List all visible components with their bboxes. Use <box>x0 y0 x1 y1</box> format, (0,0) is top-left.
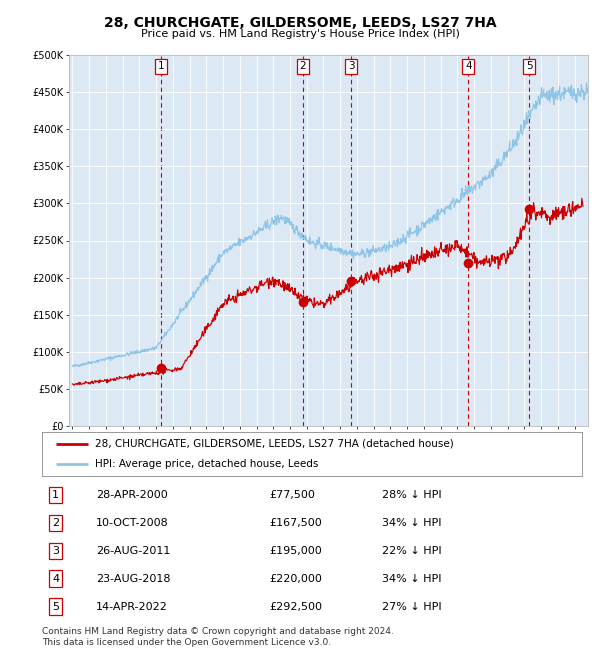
Text: 34% ↓ HPI: 34% ↓ HPI <box>382 518 442 528</box>
Text: HPI: Average price, detached house, Leeds: HPI: Average price, detached house, Leed… <box>95 459 318 469</box>
Text: £292,500: £292,500 <box>269 602 322 612</box>
Text: 14-APR-2022: 14-APR-2022 <box>96 602 168 612</box>
Text: 28, CHURCHGATE, GILDERSOME, LEEDS, LS27 7HA (detached house): 28, CHURCHGATE, GILDERSOME, LEEDS, LS27 … <box>95 439 454 448</box>
Text: 4: 4 <box>465 61 472 72</box>
Text: 2: 2 <box>52 518 59 528</box>
Text: £195,000: £195,000 <box>269 546 322 556</box>
Text: Contains HM Land Registry data © Crown copyright and database right 2024.
This d: Contains HM Land Registry data © Crown c… <box>42 627 394 647</box>
Text: 4: 4 <box>52 574 59 584</box>
Text: 1: 1 <box>158 61 165 72</box>
Text: 3: 3 <box>52 546 59 556</box>
Text: 3: 3 <box>348 61 355 72</box>
Text: Price paid vs. HM Land Registry's House Price Index (HPI): Price paid vs. HM Land Registry's House … <box>140 29 460 39</box>
Text: 10-OCT-2008: 10-OCT-2008 <box>96 518 169 528</box>
Text: 26-AUG-2011: 26-AUG-2011 <box>96 546 170 556</box>
Text: 1: 1 <box>52 490 59 500</box>
Text: 5: 5 <box>52 602 59 612</box>
Text: £220,000: £220,000 <box>269 574 322 584</box>
Text: 23-AUG-2018: 23-AUG-2018 <box>96 574 170 584</box>
Text: 27% ↓ HPI: 27% ↓ HPI <box>382 602 442 612</box>
Text: 28% ↓ HPI: 28% ↓ HPI <box>382 490 442 500</box>
Text: 22% ↓ HPI: 22% ↓ HPI <box>382 546 442 556</box>
Text: £77,500: £77,500 <box>269 490 314 500</box>
Text: 2: 2 <box>300 61 307 72</box>
Text: 5: 5 <box>526 61 532 72</box>
Text: 34% ↓ HPI: 34% ↓ HPI <box>382 574 442 584</box>
Text: 28-APR-2000: 28-APR-2000 <box>96 490 168 500</box>
Text: 28, CHURCHGATE, GILDERSOME, LEEDS, LS27 7HA: 28, CHURCHGATE, GILDERSOME, LEEDS, LS27 … <box>104 16 496 31</box>
Text: £167,500: £167,500 <box>269 518 322 528</box>
